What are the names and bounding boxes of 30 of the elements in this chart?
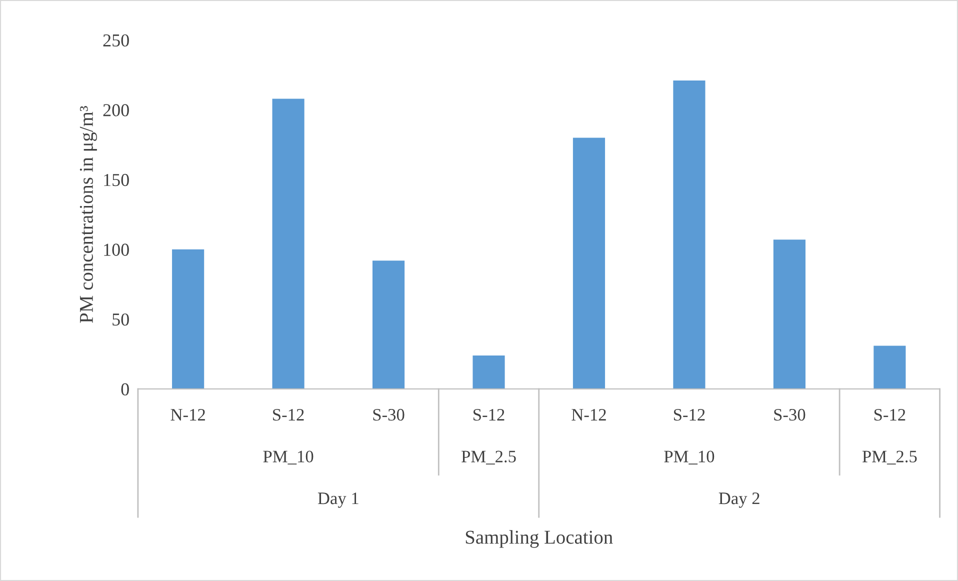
x-tick-label: S-12	[874, 408, 906, 421]
x-tick-label: S-30	[774, 408, 806, 421]
bar	[472, 355, 505, 389]
bar	[673, 80, 706, 389]
x-tick-label: N-12	[170, 408, 205, 420]
y-tick-label: 150	[104, 174, 129, 186]
bar	[773, 240, 806, 389]
bar	[172, 249, 204, 389]
text: Day 1	[318, 492, 358, 508]
text: PM_10	[263, 450, 314, 464]
y-tick-label: 50	[112, 313, 129, 326]
x-tick-label: S-12	[474, 408, 504, 421]
x-tick-label: S-12	[273, 408, 304, 421]
text: PM_2.5	[862, 450, 917, 464]
y-tick-label: 100	[104, 244, 129, 256]
text: PM_2.5	[462, 450, 516, 464]
y-tick-label: 0	[121, 383, 129, 396]
bar	[372, 260, 405, 389]
bar	[874, 346, 906, 389]
y-axis-title: PM concentrations in μg/m³	[80, 106, 97, 323]
y-tick-label: 200	[103, 104, 129, 116]
y-tick-label: 250	[103, 34, 129, 47]
x-tick-label: S-12	[674, 408, 705, 421]
bar	[572, 138, 606, 389]
text: PM_10	[664, 450, 714, 464]
bar	[272, 98, 304, 389]
text: Sampling Location	[466, 530, 613, 548]
text: Day 2	[718, 492, 760, 508]
x-tick-label: S-30	[373, 408, 404, 421]
x-tick-label: N-12	[572, 408, 606, 420]
